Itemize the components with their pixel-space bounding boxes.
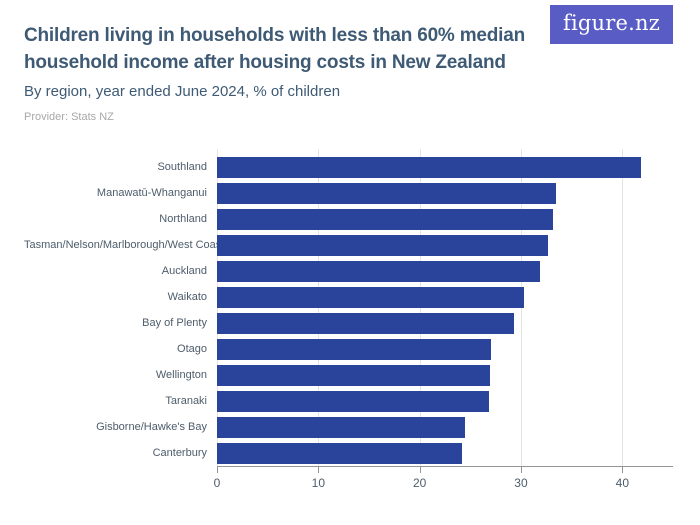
chart-row: Otago xyxy=(24,336,673,362)
bar xyxy=(217,234,549,256)
axis-tick xyxy=(318,467,320,473)
chart-row: Southland xyxy=(24,154,673,180)
row-label: Gisborne/Hawke's Bay xyxy=(96,421,207,433)
chart-row: Canterbury xyxy=(24,440,673,466)
row-label: Southland xyxy=(157,161,207,173)
bar xyxy=(217,390,489,412)
axis-tick xyxy=(520,467,522,473)
bar xyxy=(217,260,541,282)
bar-track xyxy=(217,416,673,438)
provider-label: Provider: Stats NZ xyxy=(24,111,114,123)
row-label: Manawatū-Whanganui xyxy=(96,187,207,199)
axis-tick xyxy=(622,467,624,473)
bar-track xyxy=(217,260,673,282)
axis-track: 0 10 20 30 40 xyxy=(213,466,673,497)
chart-row: Bay of Plenty xyxy=(24,310,673,336)
bar-track xyxy=(217,182,673,204)
page-title: Children living in households with less … xyxy=(24,25,526,73)
axis-spacer xyxy=(24,466,217,497)
bar-track xyxy=(217,234,673,256)
chart-row: Waikato xyxy=(24,284,673,310)
row-label: Wellington xyxy=(155,369,207,381)
page-subtitle: By region, year ended June 2024, % of ch… xyxy=(24,83,341,100)
grid-overlay xyxy=(217,149,673,466)
chart-row: Manawatū-Whanganui xyxy=(24,180,673,206)
axis-tick-label: 0 xyxy=(213,476,221,490)
bar-track xyxy=(217,156,673,178)
bar xyxy=(217,208,554,230)
axis-tick xyxy=(419,467,421,473)
chart-row: Gisborne/Hawke's Bay xyxy=(24,414,673,440)
row-label: Northland xyxy=(159,213,207,225)
bar xyxy=(217,442,463,464)
chart-rows: Southland Manawatū-Whanganui Northland Tasm… xyxy=(24,149,673,466)
chart-row: Taranaki xyxy=(24,388,673,414)
gridline xyxy=(318,149,320,466)
bar-track xyxy=(217,208,673,230)
bar-track xyxy=(217,364,673,386)
axis-tick-label: 20 xyxy=(412,476,427,490)
gridline xyxy=(622,149,624,466)
bar xyxy=(217,182,557,204)
bar xyxy=(217,416,466,438)
axis-tick-label: 30 xyxy=(514,476,528,490)
chart-row: Auckland xyxy=(24,258,673,284)
axis-tick-label: 10 xyxy=(311,476,326,490)
row-label: Taranaki xyxy=(165,395,207,407)
row-label: Canterbury xyxy=(152,447,207,459)
chart-row: Wellington xyxy=(24,362,673,388)
bar xyxy=(217,364,490,386)
chart-row: Northland xyxy=(24,206,673,232)
x-axis: 0 10 20 30 40 xyxy=(24,466,673,497)
row-label: Otago xyxy=(177,343,207,355)
bar-track xyxy=(217,338,673,360)
bar-track xyxy=(217,286,673,308)
bar xyxy=(217,338,491,360)
bar-track xyxy=(217,312,673,334)
bar-track xyxy=(217,390,673,412)
chart-row: Tasman/Nelson/Marlborough/West Coast xyxy=(24,232,673,258)
axis-tick-label: 40 xyxy=(615,476,630,490)
header: Children living in households with less … xyxy=(0,0,700,123)
figure-nz-logo[interactable]: figure.nz xyxy=(550,5,673,44)
axis-tick xyxy=(217,467,218,473)
gridline xyxy=(217,149,218,466)
row-label: Tasman/Nelson/Marlborough/West Coast xyxy=(24,239,225,251)
bar xyxy=(217,156,641,178)
bar-chart: Southland Manawatū-Whanganui Northland Tasm… xyxy=(24,149,673,497)
row-label: Waikato xyxy=(167,291,207,303)
bar xyxy=(217,312,514,334)
bar-track xyxy=(217,442,673,464)
row-label: Auckland xyxy=(161,265,207,277)
gridline xyxy=(419,149,421,466)
bar xyxy=(217,286,525,308)
row-label: Bay of Plenty xyxy=(142,317,207,329)
gridline xyxy=(520,149,522,466)
